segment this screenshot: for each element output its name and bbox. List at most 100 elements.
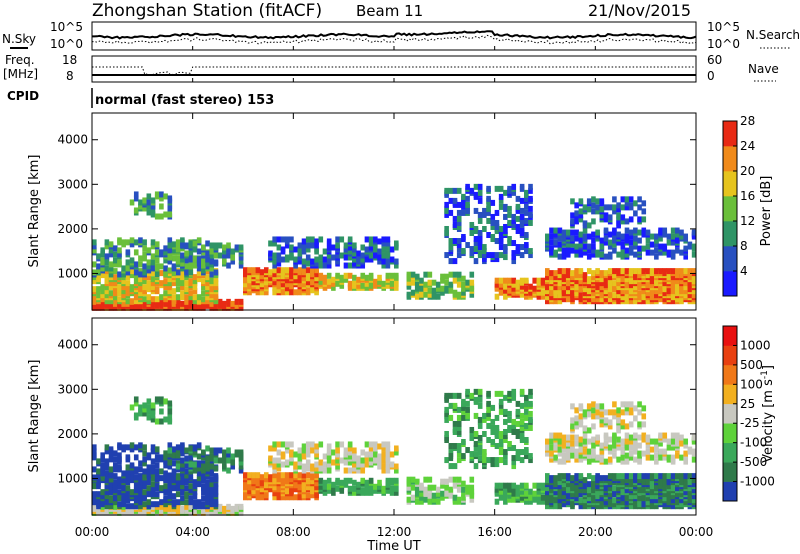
velocity-cell [268,455,273,462]
velocity-cell [427,484,433,491]
velocity-cell [163,476,168,483]
velocity-cell [133,466,139,473]
velocity-cell [553,454,558,461]
power-cell [112,294,118,301]
velocity-colorbar-tick-label: -1000 [740,475,775,489]
power-cell [578,292,584,299]
power-cell [419,277,424,284]
power-cell [641,294,647,301]
power-cell [557,233,563,240]
power-cell [125,239,131,246]
velocity-cell [310,447,315,454]
power-cell [117,251,122,258]
power-cell [624,247,630,254]
velocity-cell [347,453,353,460]
velocity-cell [92,483,97,490]
velocity-cell [511,463,517,470]
velocity-cell [515,428,521,435]
velocity-cell [297,478,303,485]
velocity-cell [385,455,391,462]
velocity-cell [515,408,521,415]
velocity-cell [666,491,672,498]
power-cell [503,203,508,210]
velocity-cell [461,398,466,405]
velocity-cell [658,473,663,480]
velocity-cell [92,452,97,459]
velocity-cell [473,388,479,395]
power-cell [591,196,596,203]
velocity-cell [456,447,462,454]
velocity-cell [196,453,202,460]
velocity-cell [473,412,479,419]
power-cell [666,249,672,256]
velocity-cell [675,440,680,447]
velocity-cell [314,472,319,479]
velocity-cell [456,392,462,399]
power-cell [389,246,395,253]
power-cell [620,253,626,260]
velocity-cell [289,449,294,456]
velocity-cell [586,411,592,418]
power-cell [620,218,626,225]
velocity-cell [301,486,307,493]
velocity-cell [545,438,550,445]
power-cell [112,245,118,252]
power-cell [289,289,294,296]
power-cell [473,258,479,265]
power-cell [654,268,659,275]
power-cell [473,246,479,253]
power-cell [524,293,529,300]
power-cell [180,274,185,281]
power-cell [108,247,114,254]
velocity-cell [352,455,357,462]
power-cell [217,242,223,249]
power-cell [456,281,462,288]
power-cell [133,298,139,305]
power-cell [553,284,558,291]
power-cell [171,270,177,277]
power-cell [121,288,126,295]
velocity-cell [188,474,194,481]
velocity-cell [259,478,265,485]
power-cell [284,236,290,243]
power-cell [167,284,173,291]
power-cell [528,289,533,296]
velocity-cell [150,481,156,488]
velocity-cell [490,404,496,411]
velocity-cell [603,409,609,416]
power-cell [133,239,139,246]
velocity-cell [628,407,634,414]
velocity-cell [360,449,366,456]
power-cell [595,208,600,215]
power-cell [226,262,231,269]
power-cell [352,260,357,267]
power-cell [414,293,420,300]
velocity-cell [515,400,521,407]
y-tick-label: 3000 [57,382,88,396]
velocity-cell [452,402,458,409]
power-cell [234,244,240,251]
velocity-cell [570,475,575,482]
velocity-cell [662,501,668,508]
power-cell [154,249,160,256]
velocity-cell [163,489,168,496]
velocity-colorbar-swatch [723,442,737,463]
velocity-cell [591,479,596,486]
power-cell [570,241,575,248]
velocity-cell [675,436,680,443]
power-cell [645,237,651,244]
velocity-cell [213,447,219,454]
velocity-cell [112,495,118,502]
power-cell [368,236,374,243]
velocity-cell [511,394,517,401]
power-cell [507,211,512,218]
power-cell [482,248,487,255]
velocity-cell [511,388,517,395]
velocity-cell [154,468,160,475]
power-cell [503,277,508,284]
power-cell [272,252,277,259]
power-cell [670,249,676,256]
power-cell [553,227,558,234]
power-cell [196,260,202,267]
velocity-cell [570,434,575,441]
